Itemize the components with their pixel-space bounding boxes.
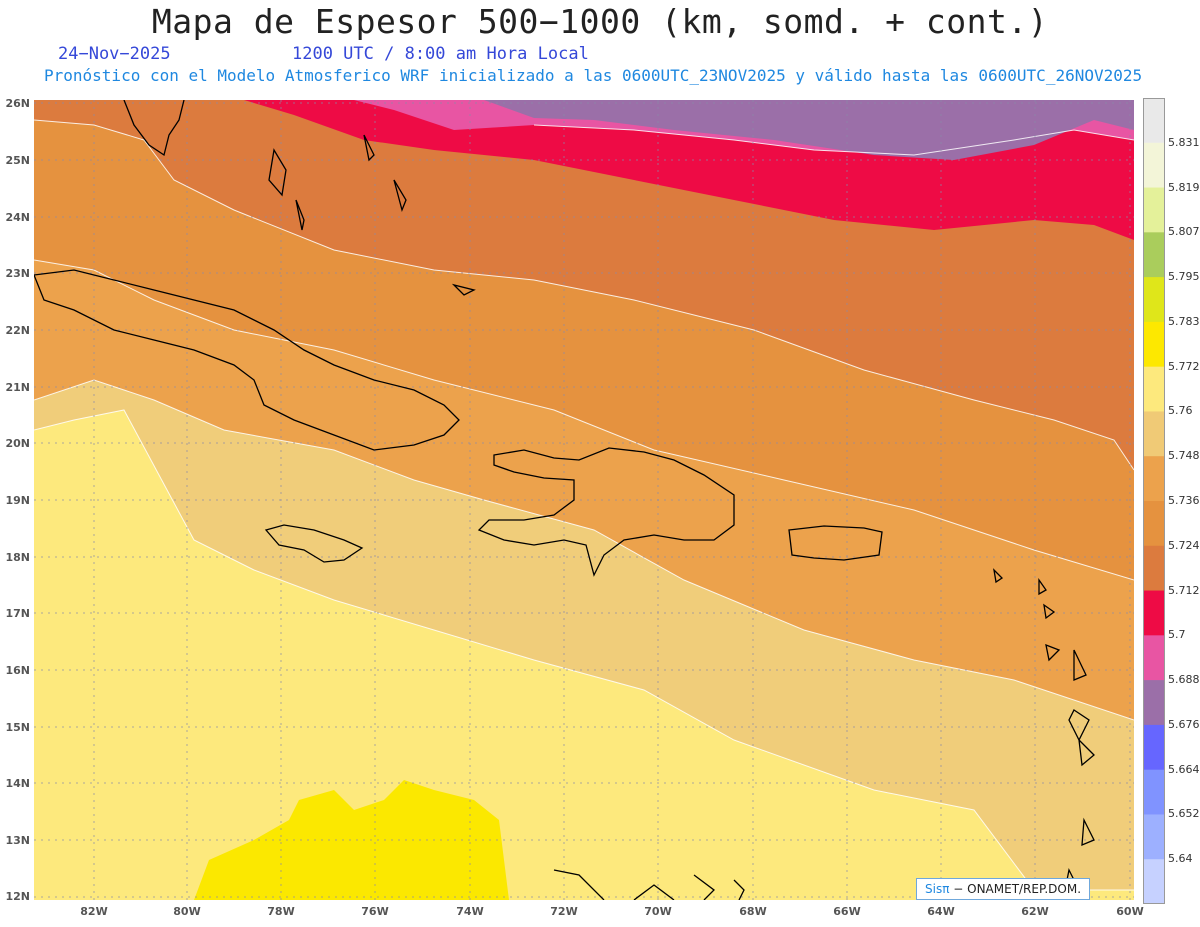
forecast-time: 1200 UTC / 8:00 am Hora Local — [292, 44, 589, 64]
coast-jamaica — [264, 524, 364, 563]
colorbar-label: 5.807 — [1168, 225, 1200, 239]
colorbar-swatch — [1143, 232, 1165, 278]
lon-label: 74W — [456, 905, 484, 918]
colorbar-swatch — [1143, 769, 1165, 815]
colorbar-swatch — [1143, 187, 1165, 233]
colorbar-swatch — [1143, 545, 1165, 592]
lon-label: 78W — [267, 905, 295, 918]
lon-label: 60W — [1116, 905, 1144, 918]
colorbar — [1143, 98, 1165, 904]
colorbar-label: 5.676 — [1168, 717, 1200, 731]
colorbar-swatch — [1143, 277, 1165, 323]
colorbar-label: 5.688 — [1168, 673, 1200, 687]
colorbar-label: 5.652 — [1168, 807, 1200, 821]
band-purple — [394, 100, 1134, 160]
colorbar-swatch — [1143, 680, 1165, 726]
colorbar-label: 5.783 — [1168, 314, 1200, 328]
lat-label: 24N — [5, 211, 30, 224]
lon-label: 72W — [550, 905, 578, 918]
colorbar-swatch — [1143, 635, 1165, 681]
lon-label: 76W — [361, 905, 389, 918]
sis-logo-text: Sisπ — [925, 882, 950, 896]
lon-label: 64W — [927, 905, 955, 918]
lat-label: 12N — [5, 890, 30, 903]
map-title: Mapa de Espesor 500−1000 (km, somd. + co… — [151, 2, 1049, 41]
colorbar-swatch — [1143, 501, 1165, 547]
lat-label: 15N — [5, 721, 30, 734]
colorbar-label: 5.76 — [1168, 404, 1193, 418]
colorbar-label: 5.712 — [1168, 583, 1200, 597]
coast-south-america — [553, 869, 745, 900]
colorbar-label: 5.736 — [1168, 494, 1200, 507]
lon-label: 68W — [739, 905, 767, 918]
coast-puerto-rico — [788, 525, 883, 561]
colorbar-label: 5.795 — [1168, 270, 1200, 284]
lon-label: 70W — [644, 905, 672, 918]
colorbar-swatch — [1143, 366, 1165, 412]
lat-label: 22N — [5, 324, 30, 337]
lat-label: 13N — [5, 834, 30, 847]
thickness-map — [34, 100, 1134, 900]
lat-label: 16N — [5, 664, 30, 677]
lat-label: 26N — [5, 97, 30, 110]
band-yellow — [194, 780, 509, 900]
lon-label: 62W — [1021, 905, 1049, 918]
colorbar-label: 5.748 — [1168, 449, 1200, 463]
coast-bahamas — [268, 134, 476, 296]
colorbar-swatch — [1143, 456, 1165, 502]
lat-label: 25N — [5, 154, 30, 167]
colorbar-swatch — [1143, 142, 1165, 189]
colorbar-label: 5.831 — [1168, 135, 1200, 149]
colorbar-swatch — [1143, 411, 1165, 457]
coast-hispaniola — [477, 447, 735, 577]
colorbar-label: 5.64 — [1168, 852, 1193, 866]
coast-florida — [123, 100, 185, 157]
lat-label: 19N — [5, 494, 30, 507]
lat-label: 20N — [5, 437, 30, 450]
lat-label: 14N — [5, 777, 30, 790]
lon-label: 66W — [833, 905, 861, 918]
colorbar-swatch — [1143, 859, 1165, 904]
lat-label: 17N — [5, 607, 30, 620]
lon-label: 82W — [80, 905, 108, 918]
colorbar-label: 5.819 — [1168, 180, 1200, 194]
lat-label: 21N — [5, 381, 30, 394]
lat-label: 18N — [5, 551, 30, 564]
lon-label: 80W — [173, 905, 201, 918]
coast-cuba — [34, 269, 460, 451]
colorbar-swatch — [1143, 724, 1165, 771]
forecast-subtitle: Pronóstico con el Modelo Atmosferico WRF… — [44, 66, 1143, 85]
colorbar-swatch — [1143, 590, 1165, 636]
credit-text: − ONAMET/REP.DOM. — [949, 882, 1082, 896]
colorbar-label: 5.7 — [1168, 628, 1186, 642]
forecast-date: 24−Nov−2025 — [58, 44, 171, 64]
colorbar-label: 5.664 — [1168, 762, 1200, 776]
lat-label: 23N — [5, 267, 30, 280]
colorbar-label: 5.724 — [1168, 538, 1200, 552]
colorbar-swatch — [1143, 321, 1165, 368]
colorbar-swatch — [1143, 814, 1165, 860]
colorbar-swatch — [1143, 98, 1165, 144]
credit-box: Sisπ − ONAMET/REP.DOM. — [916, 878, 1091, 900]
colorbar-label: 5.772 — [1168, 359, 1200, 373]
